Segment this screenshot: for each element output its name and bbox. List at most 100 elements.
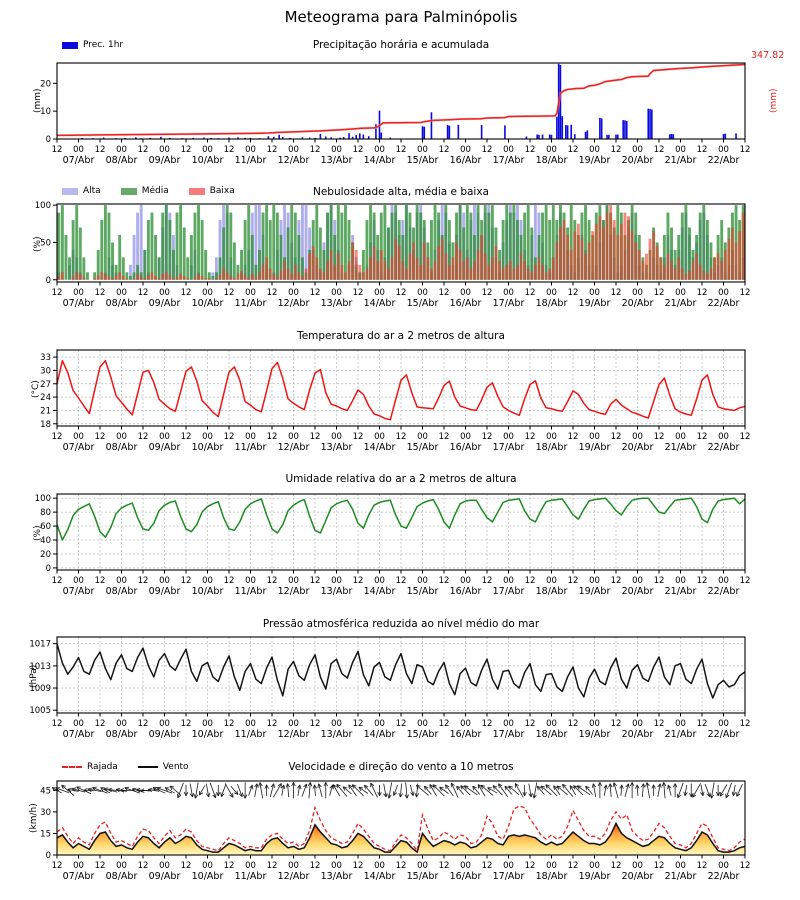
svg-text:12: 12	[525, 432, 536, 442]
svg-text:11/Abr: 11/Abr	[235, 729, 267, 740]
svg-text:00: 00	[718, 576, 729, 586]
svg-text:00: 00	[632, 576, 643, 586]
svg-text:00: 00	[331, 576, 342, 586]
svg-text:20/Abr: 20/Abr	[622, 298, 654, 309]
svg-text:00: 00	[288, 576, 299, 586]
svg-text:12: 12	[353, 432, 364, 442]
svg-text:18/Abr: 18/Abr	[536, 442, 568, 453]
svg-text:00: 00	[417, 861, 428, 871]
svg-text:00: 00	[202, 288, 213, 298]
svg-text:00: 00	[589, 145, 600, 155]
svg-text:07/Abr: 07/Abr	[63, 442, 95, 453]
svg-text:00: 00	[503, 432, 514, 442]
svg-text:20: 20	[40, 550, 51, 560]
svg-text:08/Abr: 08/Abr	[106, 586, 138, 597]
gust-line-sample	[62, 766, 82, 768]
svg-text:16/Abr: 16/Abr	[450, 871, 482, 882]
wind-line-sample	[137, 766, 158, 768]
svg-text:45: 45	[40, 786, 51, 796]
svg-text:12: 12	[611, 145, 622, 155]
svg-text:10/Abr: 10/Abr	[192, 871, 224, 882]
svg-text:18: 18	[40, 420, 51, 430]
svg-text:12: 12	[310, 288, 321, 298]
svg-text:1017: 1017	[29, 640, 51, 650]
svg-text:21/Abr: 21/Abr	[665, 298, 697, 309]
svg-text:12: 12	[52, 145, 63, 155]
svg-text:13/Abr: 13/Abr	[321, 442, 353, 453]
svg-text:15/Abr: 15/Abr	[407, 442, 439, 453]
svg-text:00: 00	[460, 432, 471, 442]
svg-text:20: 20	[40, 79, 51, 89]
svg-text:12: 12	[654, 576, 665, 586]
svg-text:00: 00	[589, 861, 600, 871]
svg-text:18/Abr: 18/Abr	[536, 871, 568, 882]
svg-text:80: 80	[40, 508, 51, 518]
svg-text:12: 12	[482, 861, 493, 871]
svg-text:16/Abr: 16/Abr	[450, 155, 482, 166]
legend-label: Vento	[162, 762, 189, 772]
svg-text:00: 00	[632, 288, 643, 298]
y-axis-label-precip: (mm)	[33, 88, 43, 114]
svg-text:12: 12	[654, 861, 665, 871]
svg-text:12: 12	[482, 719, 493, 729]
svg-text:20/Abr: 20/Abr	[622, 729, 654, 740]
svg-text:12: 12	[181, 288, 192, 298]
svg-text:00: 00	[503, 861, 514, 871]
y-axis-label-pressure: (hPa)	[29, 664, 39, 688]
svg-text:12: 12	[267, 145, 278, 155]
svg-text:12: 12	[482, 576, 493, 586]
legend-precipitation: Prec. 1hr	[62, 40, 137, 50]
svg-text:12: 12	[138, 145, 149, 155]
svg-text:00: 00	[202, 432, 213, 442]
panel-title-wind: Velocidade e direção do vento a 10 metro…	[288, 761, 514, 773]
svg-text:17/Abr: 17/Abr	[493, 155, 525, 166]
svg-text:00: 00	[73, 288, 84, 298]
svg-text:13/Abr: 13/Abr	[321, 155, 353, 166]
svg-text:12: 12	[654, 145, 665, 155]
svg-text:27: 27	[40, 380, 51, 390]
svg-text:11/Abr: 11/Abr	[235, 586, 267, 597]
svg-text:15/Abr: 15/Abr	[407, 586, 439, 597]
legend-item: Média	[120, 186, 169, 196]
svg-text:60: 60	[40, 522, 51, 532]
svg-text:21/Abr: 21/Abr	[665, 155, 697, 166]
y-axis-label-humidity: (%)	[33, 525, 43, 541]
svg-text:00: 00	[718, 288, 729, 298]
svg-text:09/Abr: 09/Abr	[149, 442, 181, 453]
svg-text:12: 12	[353, 288, 364, 298]
svg-text:12/Abr: 12/Abr	[278, 729, 310, 740]
svg-text:12: 12	[310, 432, 321, 442]
svg-text:12: 12	[568, 576, 579, 586]
svg-text:12: 12	[224, 719, 235, 729]
svg-text:12: 12	[740, 145, 751, 155]
svg-text:24: 24	[40, 393, 51, 403]
svg-text:19/Abr: 19/Abr	[579, 729, 611, 740]
svg-text:12/Abr: 12/Abr	[278, 298, 310, 309]
legend-item: Baixa	[188, 186, 235, 196]
svg-text:1009: 1009	[29, 684, 51, 694]
svg-text:12: 12	[267, 432, 278, 442]
svg-text:15/Abr: 15/Abr	[407, 871, 439, 882]
legend-cloudiness: Alta Média Baixa	[62, 186, 249, 196]
svg-text:12: 12	[52, 432, 63, 442]
svg-text:12: 12	[396, 576, 407, 586]
svg-text:12: 12	[353, 145, 364, 155]
svg-text:18/Abr: 18/Abr	[536, 729, 568, 740]
svg-text:12: 12	[181, 576, 192, 586]
svg-text:12: 12	[740, 432, 751, 442]
svg-text:00: 00	[73, 719, 84, 729]
legend-wind: Rajada Vento	[62, 762, 203, 772]
svg-text:12: 12	[138, 288, 149, 298]
svg-text:09/Abr: 09/Abr	[149, 155, 181, 166]
svg-text:00: 00	[546, 719, 557, 729]
svg-text:12: 12	[353, 861, 364, 871]
svg-text:12: 12	[525, 861, 536, 871]
svg-text:30: 30	[40, 366, 51, 376]
svg-text:09/Abr: 09/Abr	[149, 298, 181, 309]
svg-text:12: 12	[95, 288, 106, 298]
svg-text:00: 00	[675, 432, 686, 442]
svg-text:12: 12	[654, 719, 665, 729]
svg-text:12: 12	[396, 145, 407, 155]
